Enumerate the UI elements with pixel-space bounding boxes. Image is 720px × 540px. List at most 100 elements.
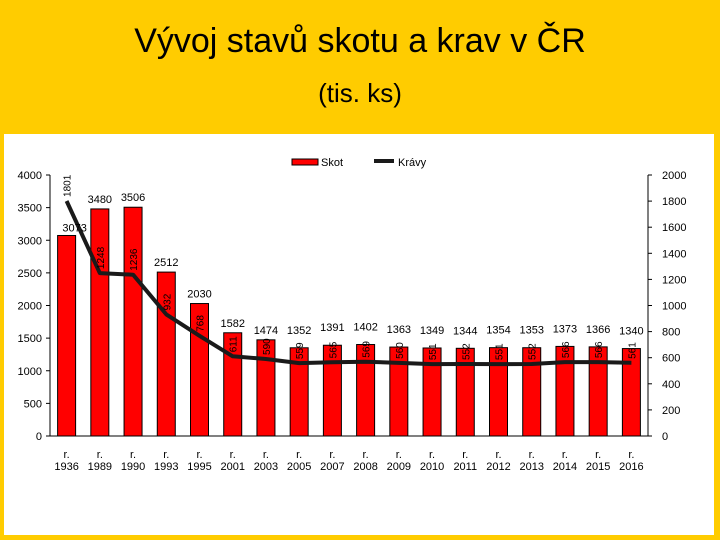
- right-tick-label: 800: [662, 327, 680, 339]
- right-tick-label: 200: [662, 405, 680, 417]
- line-value-label: 560: [395, 342, 406, 359]
- x-label-year: 2015: [586, 461, 610, 473]
- line-value-label: 551: [428, 343, 439, 360]
- right-tick-label: 1600: [662, 222, 686, 234]
- line-value-label: 1248: [96, 246, 107, 269]
- right-tick-label: 1400: [662, 248, 686, 260]
- line-value-label: 590: [262, 338, 273, 355]
- line-value-label: 552: [528, 343, 539, 360]
- x-label-year: 2014: [553, 461, 577, 473]
- x-label-year: 2012: [486, 461, 510, 473]
- bar: [422, 347, 442, 437]
- left-tick-label: 2000: [18, 301, 42, 313]
- bar: [123, 206, 143, 437]
- line-value-label: 1801: [63, 174, 74, 197]
- right-tick-label: 1800: [662, 196, 686, 208]
- line-value-label: 1236: [129, 248, 140, 271]
- page-subtitle: (tis. ks): [318, 78, 402, 108]
- line-value-labels: 1801 1248 1236 932 768 611 590 559 565 569 560 551 5…: [63, 174, 639, 360]
- bar-value-label: 1391: [320, 322, 344, 334]
- x-label-prefix: r.: [495, 449, 501, 461]
- right-tick-label: 1000: [662, 301, 686, 313]
- bar-value-label: 3480: [88, 194, 112, 206]
- bar-value-label: 1340: [619, 326, 643, 338]
- line-value-label: 768: [195, 315, 206, 332]
- x-label-year: 1995: [187, 461, 211, 473]
- bar-value-label: 1349: [420, 325, 444, 337]
- x-label-year: 2007: [320, 461, 344, 473]
- bar: [322, 344, 342, 437]
- x-label-prefix: r.: [429, 449, 435, 461]
- right-tick-label: 600: [662, 353, 680, 365]
- left-tick-label: 3500: [18, 203, 42, 215]
- x-label-year: 1993: [154, 461, 178, 473]
- bar: [455, 347, 475, 437]
- bar: [356, 344, 376, 437]
- bar-value-label: 1344: [453, 325, 477, 337]
- x-label-year: 2008: [353, 461, 377, 473]
- bar-value-label: 1363: [387, 324, 411, 336]
- x-label-prefix: r.: [628, 449, 634, 461]
- x-label-year: 2011: [453, 461, 477, 473]
- x-label-year: 2009: [387, 461, 411, 473]
- bar: [256, 339, 276, 437]
- bar-value-label: 3073: [62, 222, 86, 234]
- right-tick-label: 400: [662, 379, 680, 391]
- line-value-label: 566: [561, 341, 572, 358]
- legend: Skot Krávy: [291, 157, 427, 169]
- line-value-label: 565: [328, 341, 339, 358]
- line-series-kravy: [64, 200, 632, 367]
- x-label-year: 2016: [619, 461, 643, 473]
- bar-value-labels: 3073 3480 3506 2512 2030 1582 1474 1352 1391 1402…: [62, 192, 643, 337]
- bar-value-label: 1353: [519, 325, 543, 337]
- line-value-label: 932: [162, 293, 173, 310]
- bar: [90, 208, 110, 437]
- bar: [289, 347, 309, 437]
- legend-label-skot: Skot: [321, 157, 343, 169]
- x-label-prefix: r.: [363, 449, 369, 461]
- x-label-prefix: r.: [263, 449, 269, 461]
- chart-panel: Skot Krávy 0 500 1000 1500 2000 2500 3000 3500 40…: [4, 134, 714, 535]
- bar-value-label: 1402: [353, 322, 377, 334]
- line-value-label: 611: [229, 336, 240, 352]
- left-tick-label: 2500: [18, 268, 42, 280]
- x-label-prefix: r.: [529, 449, 535, 461]
- bar-value-label: 1366: [586, 324, 610, 336]
- x-label-year: 2005: [287, 461, 311, 473]
- line-value-label: 569: [362, 341, 373, 358]
- x-label-year: 1989: [88, 461, 112, 473]
- x-label-prefix: r.: [562, 449, 568, 461]
- x-label-prefix: r.: [462, 449, 468, 461]
- bar: [555, 345, 575, 437]
- line-value-label: 566: [594, 341, 605, 358]
- x-label-year: 1990: [121, 461, 145, 473]
- bar: [522, 347, 542, 437]
- x-label-prefix: r.: [396, 449, 402, 461]
- x-label-prefix: r.: [130, 449, 136, 461]
- x-label-prefix: r.: [595, 449, 601, 461]
- left-tick-label: 1000: [18, 366, 42, 378]
- left-tick-label: 0: [36, 431, 42, 443]
- line-value-label: 551: [494, 343, 505, 360]
- x-label-prefix: r.: [329, 449, 335, 461]
- bar-value-label: 3506: [121, 192, 145, 204]
- left-tick-label: 4000: [18, 170, 42, 182]
- page-title: Vývoj stavů skotu a krav v ČR: [134, 22, 586, 60]
- bar-value-label: 2030: [187, 289, 211, 301]
- bar-value-label: 1354: [486, 325, 510, 337]
- x-label-prefix: r.: [97, 449, 103, 461]
- bar-value-label: 1352: [287, 325, 311, 337]
- x-label-prefix: r.: [196, 449, 202, 461]
- left-tick-label: 3000: [18, 235, 42, 247]
- bar-value-label: 1373: [553, 323, 577, 335]
- x-label-year: 2003: [254, 461, 278, 473]
- x-label-year: 2010: [420, 461, 444, 473]
- x-label-prefix: r.: [296, 449, 302, 461]
- x-label-prefix: r.: [230, 449, 236, 461]
- bar: [489, 347, 508, 437]
- right-axis: 0 200 400 600 800 1000 1200 1400 1600 1800 2000: [647, 170, 686, 443]
- line-value-label: 561: [627, 342, 638, 359]
- x-label-year: 1936: [54, 461, 78, 473]
- right-tick-label: 1200: [662, 274, 686, 286]
- bar-series-skot: [57, 206, 641, 437]
